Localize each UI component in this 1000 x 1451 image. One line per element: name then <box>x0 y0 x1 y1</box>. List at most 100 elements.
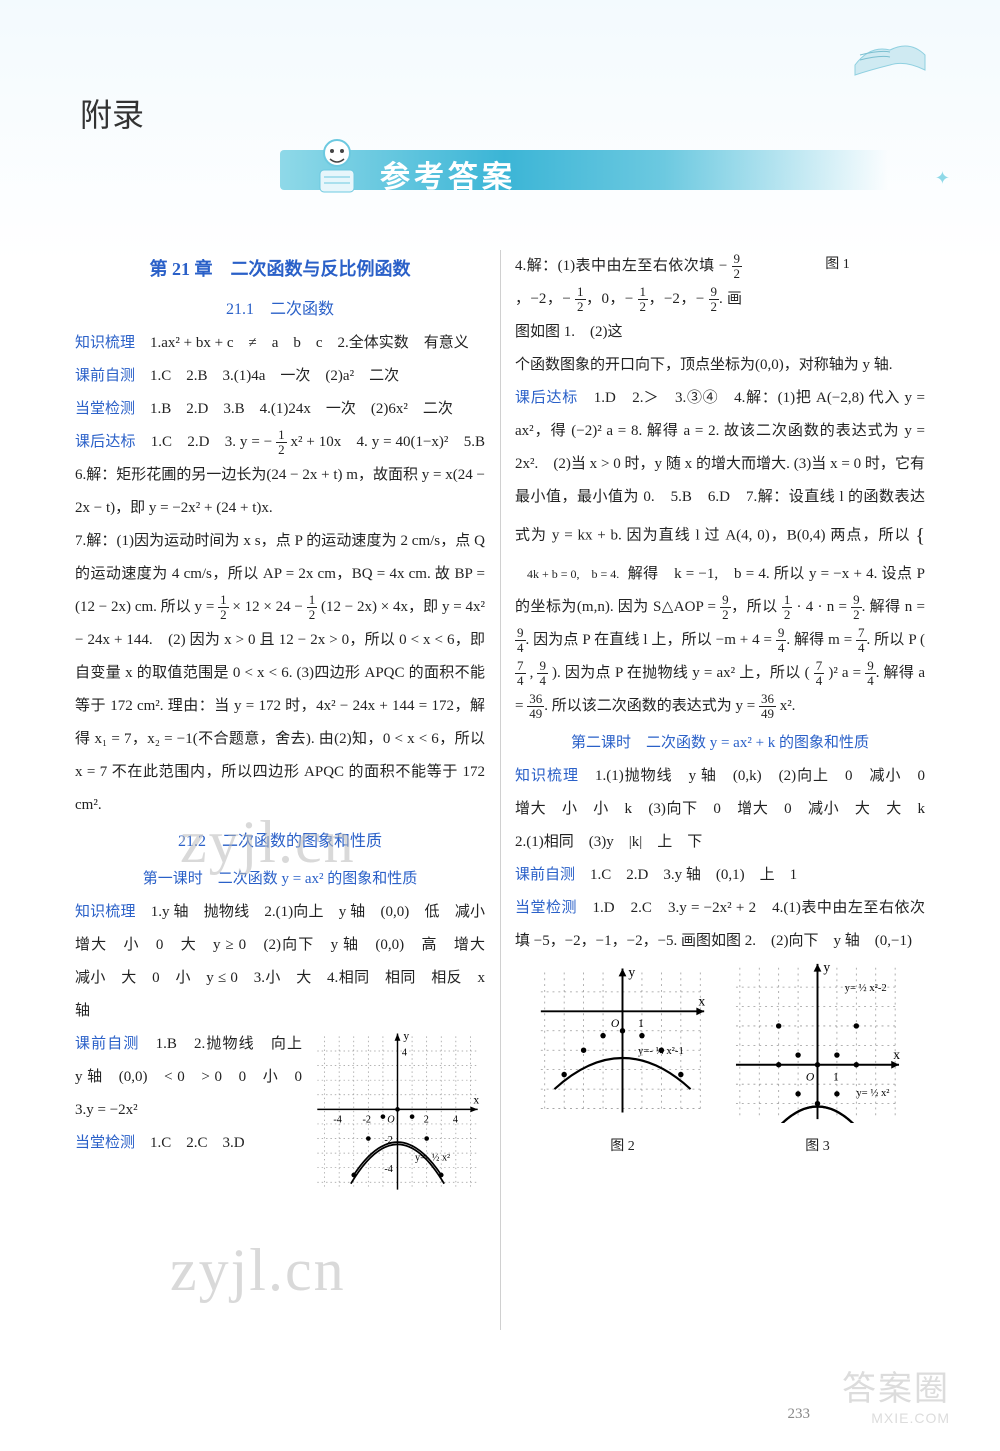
text: x². <box>776 698 796 714</box>
text-block: 当堂检测 1.D 2.C 3.y = −2x² + 2 4.(1)表中由左至右依… <box>515 892 925 958</box>
svg-text:-4: -4 <box>333 1114 342 1125</box>
figure-2: xy O1 y=- ¼ x²-1 图 2 <box>535 958 710 1163</box>
text-block: 课前自测 1.C 2.D 3.y 轴 (0,1) 上 1 <box>515 859 925 892</box>
svg-text:x: x <box>698 994 705 1009</box>
label-zhishi: 知识梳理 <box>75 335 135 351</box>
fraction: 12 <box>638 285 649 315</box>
svg-text:y: y <box>403 1029 409 1042</box>
text-block: 当堂检测 1.C 2.C 3.D <box>75 1127 302 1160</box>
text: ，−2，− <box>515 291 575 307</box>
text: , <box>526 665 538 681</box>
text-block: 知识梳理 1.ax² + bx + c ≠ a b c 2.全体实数 有意义 <box>75 327 485 360</box>
svg-text:4: 4 <box>453 1114 458 1125</box>
system: 4k + b = 0, b = 4. <box>515 567 619 583</box>
label-keqian: 课前自测 <box>75 368 135 384</box>
fraction: 12 <box>307 593 318 623</box>
text: 1.ax² + bx + c ≠ a b c 2.全体实数 有意义 <box>135 335 469 351</box>
fig2-svg: xy O1 y=- ¼ x²-1 <box>535 958 710 1123</box>
text-block: 个函数图象的开口向下，顶点坐标为(0,0)，对称轴为 y 轴. <box>515 349 925 382</box>
label-dangtang: 当堂检测 <box>75 1135 135 1151</box>
fraction: 12 <box>782 593 793 623</box>
text: × 12 × 24 − <box>229 599 307 615</box>
label-dangtang: 当堂检测 <box>515 900 577 916</box>
banner: 参考答案 ✦ <box>280 140 920 195</box>
footer-brand: 答案圈 MXIE.COM <box>842 1361 950 1426</box>
text: 1.C 2.B 3.(1)4a 一次 (2)a² 二次 <box>135 368 399 384</box>
text: 1.C 2.D 3.y 轴 (0,1) 上 1 <box>575 867 797 883</box>
text: (12 − 2x) × 4x，即 y = 4x² − 24x + 144. (2… <box>75 599 485 813</box>
fraction: 92 <box>732 252 743 282</box>
text: 个函数图象的开口向下，顶点坐标为(0,0)，对称轴为 y 轴. <box>515 357 893 373</box>
mascot-icon <box>310 135 365 195</box>
text: . 解得 n = <box>862 599 925 615</box>
text: ，−2，− <box>648 291 708 307</box>
text-block: 课后达标 1.D 2.＞ 3.③④ 4.解：(1)把 A(−2,8) 代入 y … <box>515 382 925 723</box>
svg-text:2: 2 <box>424 1114 429 1125</box>
fraction: 12 <box>575 285 586 315</box>
svg-text:-4: -4 <box>384 1164 393 1175</box>
label-dangtang: 当堂检测 <box>75 401 135 417</box>
figure-row: xy O1 y=- ¼ x²-1 图 2 xy O1 <box>515 958 925 1163</box>
chapter-title: 第 21 章 二次函数与反比例函数 <box>75 250 485 290</box>
svg-text:y: y <box>628 964 635 979</box>
fraction: 94 <box>537 659 548 689</box>
book-decor-icon <box>850 30 930 80</box>
brand-text: 答案圈 <box>842 1370 950 1408</box>
text: 1.C 2.D 3. y = − <box>136 434 276 450</box>
text: 1.D 2.C 3.y = −2x² + 2 4.(1)表中由左至右依次填 −5… <box>515 900 925 949</box>
fraction: 74 <box>515 659 526 689</box>
text: 1.B 2.D 3.B 4.(1)24x 一次 (2)6x² 二次 <box>135 401 453 417</box>
svg-text:4: 4 <box>402 1047 407 1058</box>
lesson2-title: 第二课时 二次函数 y = ax² + k 的图象和性质 <box>515 727 925 760</box>
label-zhishi: 知识梳理 <box>75 904 136 920</box>
svg-text:y=- ½ x²: y=- ½ x² <box>415 1152 450 1163</box>
text-block: 7.解：(1)因为运动时间为 x s，点 P 的运动速度为 2 cm/s，点 Q… <box>75 525 485 822</box>
text: . 因为点 P 在直线 l 上，所以 −m + 4 = <box>526 632 776 648</box>
fig1-svg: xy -4-224 4-2-4 O y=- ½ x² <box>310 1028 485 1198</box>
text-block: 知识梳理 1.(1)抛物线 y 轴 (0,k) (2)向上 0 减小 0 增大 … <box>515 760 925 859</box>
banner-bar <box>280 150 920 190</box>
label-kehou: 课后达标 <box>75 434 136 450</box>
fig3-svg: xy O1 y= ½ x²-2 y= ½ x² <box>730 958 905 1123</box>
lesson1-title: 第一课时 二次函数 y = ax² 的图象和性质 <box>75 863 485 896</box>
figure-3: xy O1 y= ½ x²-2 y= ½ x² 图 3 <box>730 958 905 1163</box>
svg-text:x: x <box>893 1047 900 1062</box>
star-icon: ✦ <box>935 168 950 189</box>
svg-text:O: O <box>806 1070 815 1083</box>
page-number: 233 <box>788 1406 811 1423</box>
text-block: 当堂检测 1.B 2.D 3.B 4.(1)24x 一次 (2)6x² 二次 <box>75 393 485 426</box>
fraction: 3649 <box>759 692 776 722</box>
text: 1.D 2.＞ 3.③④ 4.解：(1)把 A(−2,8) 代入 y = ax²… <box>515 390 925 543</box>
label-keqian: 课前自测 <box>515 867 575 883</box>
text: . 解得 m = <box>786 632 856 648</box>
fraction: 12 <box>218 593 229 623</box>
fig1-caption: 图 1 <box>750 250 925 281</box>
text: )² a = <box>824 665 865 681</box>
label-zhishi: 知识梳理 <box>515 768 579 784</box>
fig3-caption: 图 3 <box>730 1132 905 1163</box>
fraction: 92 <box>709 285 720 315</box>
svg-text:1: 1 <box>833 1070 839 1083</box>
text-block: 知识梳理 1.y 轴 抛物线 2.(1)向上 y 轴 (0,0) 低 减小 增大… <box>75 896 485 1028</box>
section-211-title: 21.1 二次函数 <box>75 292 485 327</box>
fraction: 3649 <box>527 692 544 722</box>
text-block: 课前自测 1.B 2.抛物线 向上 y 轴 (0,0) < 0 > 0 0 小 … <box>75 1028 302 1127</box>
fraction: 94 <box>865 659 876 689</box>
fraction: 94 <box>776 626 787 656</box>
fig2-caption: 图 2 <box>535 1132 710 1163</box>
text: 解得 k = −1, b = 4. <box>628 566 770 582</box>
text-block: 4.解：(1)表中由左至右依次填 − 92，−2，− 12，0，− 12，−2，… <box>515 250 742 349</box>
fraction: 92 <box>851 593 862 623</box>
section-212-title: 21.2 二次函数的图象和性质 <box>75 824 485 859</box>
svg-text:-2: -2 <box>363 1114 372 1125</box>
text: ). 因为点 P 在抛物线 y = ax² 上，所以 ( <box>548 665 814 681</box>
text-block: 课后达标 1.C 2.D 3. y = − 12 x² + 10x 4. y =… <box>75 426 485 525</box>
text: . 所以该二次函数的表达式为 y = <box>544 698 759 714</box>
fraction: 74 <box>814 659 825 689</box>
svg-text:x: x <box>473 1093 479 1106</box>
svg-text:1: 1 <box>638 1017 644 1030</box>
fraction: 74 <box>856 626 867 656</box>
text: 1.C 2.C 3.D <box>135 1135 245 1151</box>
text-block: 课前自测 1.C 2.B 3.(1)4a 一次 (2)a² 二次 <box>75 360 485 393</box>
text: ，0，− <box>586 291 638 307</box>
